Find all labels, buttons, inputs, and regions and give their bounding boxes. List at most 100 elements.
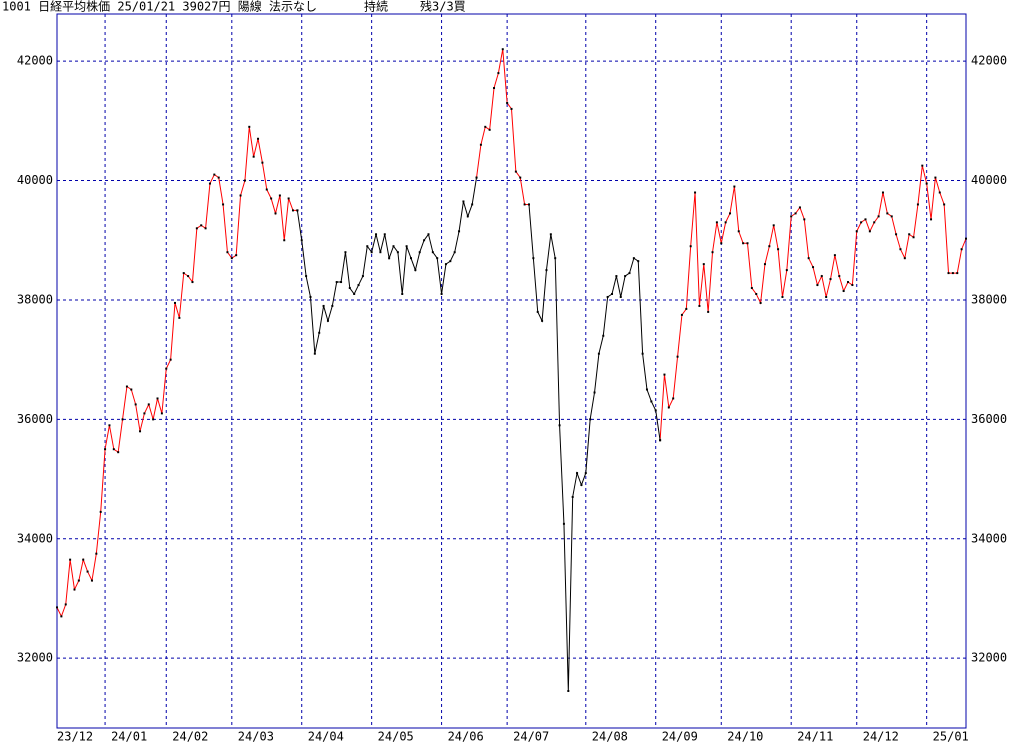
price-marker [868, 230, 871, 233]
price-marker [108, 424, 111, 427]
price-marker [191, 281, 194, 284]
price-marker [208, 182, 211, 185]
price-marker [597, 352, 600, 355]
price-marker [300, 239, 303, 242]
price-marker [650, 400, 653, 403]
price-marker [519, 176, 522, 179]
x-tick-label: 24/12 [863, 730, 899, 744]
price-marker [899, 248, 902, 251]
price-marker [558, 424, 561, 427]
price-marker [763, 263, 766, 266]
price-marker [956, 272, 959, 275]
price-marker [711, 251, 714, 254]
price-marker [877, 215, 880, 218]
price-marker [838, 275, 841, 278]
price-marker [370, 251, 373, 254]
price-marker [724, 221, 727, 224]
price-marker [357, 284, 360, 287]
price-marker [90, 579, 93, 582]
price-marker [169, 358, 172, 361]
y2-tick-label: 32000 [971, 651, 1007, 665]
price-marker [117, 451, 120, 454]
price-marker [95, 552, 98, 555]
x-tick-label: 24/07 [513, 730, 549, 744]
price-marker [287, 197, 290, 200]
price-marker [886, 212, 889, 215]
price-marker [375, 233, 378, 236]
y2-tick-label: 34000 [971, 531, 1007, 545]
price-marker [532, 257, 535, 260]
price-marker [615, 275, 618, 278]
price-marker [960, 248, 963, 251]
price-marker [571, 495, 574, 498]
price-marker [523, 203, 526, 206]
x-tick-label: 24/10 [727, 730, 763, 744]
price-marker [257, 137, 260, 140]
price-marker [449, 260, 452, 263]
price-marker [86, 570, 89, 573]
price-marker [104, 448, 107, 451]
price-marker [173, 301, 176, 304]
price-marker [908, 233, 911, 236]
price-marker [501, 48, 504, 51]
price-marker [606, 295, 609, 298]
x-tick-label: 25/01 [933, 730, 969, 744]
price-marker [816, 284, 819, 287]
price-marker [580, 484, 583, 487]
price-marker [331, 304, 334, 307]
price-marker [309, 295, 312, 298]
price-marker [790, 215, 793, 218]
price-marker [82, 558, 85, 561]
price-marker [602, 334, 605, 337]
price-marker [820, 275, 823, 278]
price-marker [493, 87, 496, 90]
price-marker [318, 331, 321, 334]
price-marker [423, 239, 426, 242]
price-marker [947, 272, 950, 275]
price-marker [121, 418, 124, 421]
price-marker [785, 269, 788, 272]
price-marker [484, 125, 487, 128]
price-marker [851, 284, 854, 287]
price-marker [860, 221, 863, 224]
price-marker [663, 373, 666, 376]
price-marker [667, 406, 670, 409]
price-marker [217, 176, 220, 179]
price-marker [584, 472, 587, 475]
price-marker [261, 161, 264, 164]
x-tick-label: 24/11 [797, 730, 833, 744]
price-marker [759, 301, 762, 304]
price-marker [239, 194, 242, 197]
position: 残3/3買 [420, 0, 466, 14]
x-tick-label: 24/01 [111, 730, 147, 744]
price-marker [847, 281, 850, 284]
price-marker [226, 251, 229, 254]
price-marker [645, 388, 648, 391]
price-marker [619, 295, 622, 298]
price-marker [536, 310, 539, 313]
y-tick-label: 38000 [17, 292, 53, 306]
price-marker [720, 242, 723, 245]
price-marker [235, 254, 238, 257]
price-marker [654, 409, 657, 412]
price-marker [134, 403, 137, 406]
x-tick-label: 24/02 [172, 730, 208, 744]
x-tick-label: 24/06 [448, 730, 484, 744]
price-marker [243, 179, 246, 182]
price-marker [335, 281, 338, 284]
y-tick-label: 40000 [17, 173, 53, 187]
price-marker [112, 448, 115, 451]
price-marker [130, 388, 133, 391]
price-marker [514, 170, 517, 173]
price-marker [453, 251, 456, 254]
price-marker [475, 176, 478, 179]
price-marker [777, 248, 780, 251]
price-marker [925, 182, 928, 185]
price-marker [689, 245, 692, 248]
price-marker [715, 221, 718, 224]
price-marker [506, 101, 509, 104]
price-marker [694, 191, 697, 194]
price-marker [69, 558, 72, 561]
price-marker [147, 403, 150, 406]
price-marker [965, 237, 967, 240]
